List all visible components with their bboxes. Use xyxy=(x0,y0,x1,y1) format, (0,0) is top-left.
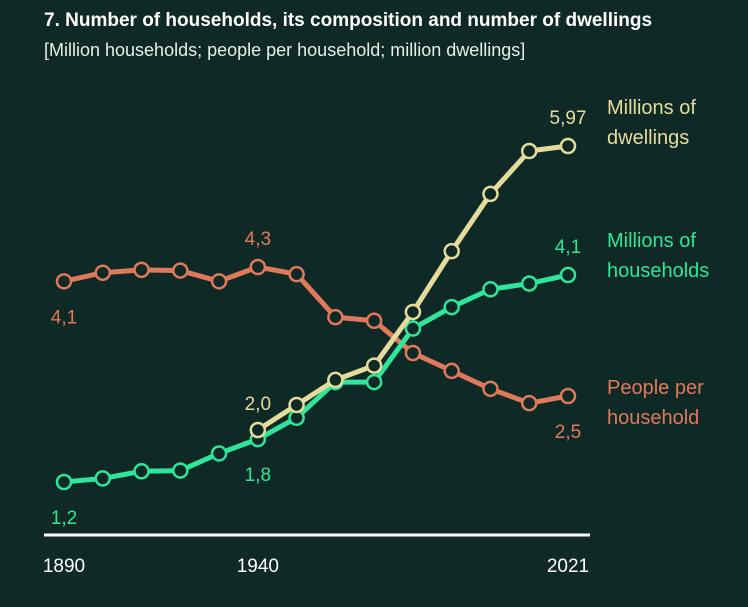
data-point-people-per-household xyxy=(327,308,344,326)
data-label-people-per-household: 4,1 xyxy=(51,307,77,328)
data-point-millions-of-households xyxy=(172,462,189,479)
series-label-people-per-household: household xyxy=(607,407,699,429)
data-point-millions-of-households xyxy=(210,445,228,462)
data-point-people-per-household xyxy=(55,273,73,290)
data-point-millions-of-dwellings xyxy=(249,421,267,439)
data-label-millions-of-dwellings: 5,97 xyxy=(550,108,587,129)
chart-title: 7. Number of households, its composition… xyxy=(44,10,653,31)
data-point-millions-of-households xyxy=(482,281,499,298)
series-label-millions-of-dwellings: dwellings xyxy=(607,127,689,149)
data-point-millions-of-households xyxy=(55,473,73,491)
data-point-people-per-household xyxy=(482,380,499,398)
data-point-people-per-household xyxy=(559,387,577,405)
data-point-people-per-household xyxy=(249,258,267,276)
data-point-millions-of-dwellings xyxy=(559,137,577,155)
series-label-millions-of-households: Millions of xyxy=(607,230,696,252)
x-tick-label: 1890 xyxy=(43,556,85,577)
data-label-people-per-household: 4,3 xyxy=(245,229,271,250)
data-point-millions-of-dwellings xyxy=(482,185,499,203)
data-point-people-per-household xyxy=(210,273,228,290)
series-line-millions-of-households xyxy=(63,272,569,485)
data-point-millions-of-households xyxy=(94,470,112,487)
data-point-people-per-household xyxy=(365,312,383,329)
data-point-millions-of-households xyxy=(443,298,460,316)
data-point-millions-of-households xyxy=(520,275,538,292)
data-point-millions-of-households xyxy=(559,266,577,284)
data-point-people-per-household xyxy=(172,262,189,279)
data-point-millions-of-dwellings xyxy=(288,396,305,414)
data-point-people-per-household xyxy=(404,344,422,362)
series-layer: 4,1 4,3 2,5 People per household 1,2 1,8 4,1 Mil… xyxy=(51,97,710,529)
series-millions-of-households: 1,2 1,8 4,1 Millions of households xyxy=(51,230,710,529)
series-millions-of-dwellings: 2,0 5,97 Millions of dwellings xyxy=(245,97,696,439)
data-label-millions-of-dwellings: 2,0 xyxy=(245,394,271,415)
data-point-millions-of-households xyxy=(133,463,150,480)
data-point-people-per-household xyxy=(520,394,538,412)
data-point-millions-of-dwellings xyxy=(365,357,383,374)
data-label-people-per-household: 2,5 xyxy=(555,422,581,443)
data-label-millions-of-households: 4,1 xyxy=(555,237,581,258)
data-point-millions-of-households xyxy=(404,320,422,337)
chart-subtitle: [Million households; people per househol… xyxy=(44,40,526,60)
x-tick-labels: 1890 1940 2021 xyxy=(43,556,589,577)
data-label-millions-of-households: 1,8 xyxy=(245,465,271,486)
data-point-people-per-household xyxy=(288,265,305,283)
series-line-millions-of-dwellings xyxy=(256,143,569,433)
series-label-millions-of-dwellings: Millions of xyxy=(607,97,696,119)
series-label-millions-of-households: households xyxy=(607,260,709,282)
data-point-millions-of-dwellings xyxy=(443,242,460,260)
series-label-people-per-household: People per xyxy=(607,377,704,399)
data-point-millions-of-dwellings xyxy=(327,371,344,389)
x-tick-label: 1940 xyxy=(237,556,279,577)
data-label-millions-of-households: 1,2 xyxy=(51,508,77,529)
x-tick-label: 2021 xyxy=(547,556,589,577)
data-point-millions-of-dwellings xyxy=(404,303,422,321)
data-point-people-per-household xyxy=(443,362,460,380)
data-point-people-per-household xyxy=(94,264,112,281)
data-point-millions-of-households xyxy=(365,373,383,391)
data-point-millions-of-dwellings xyxy=(520,142,538,160)
series-people-per-household: 4,1 4,3 2,5 People per household xyxy=(51,229,704,443)
data-point-people-per-household xyxy=(133,261,150,279)
